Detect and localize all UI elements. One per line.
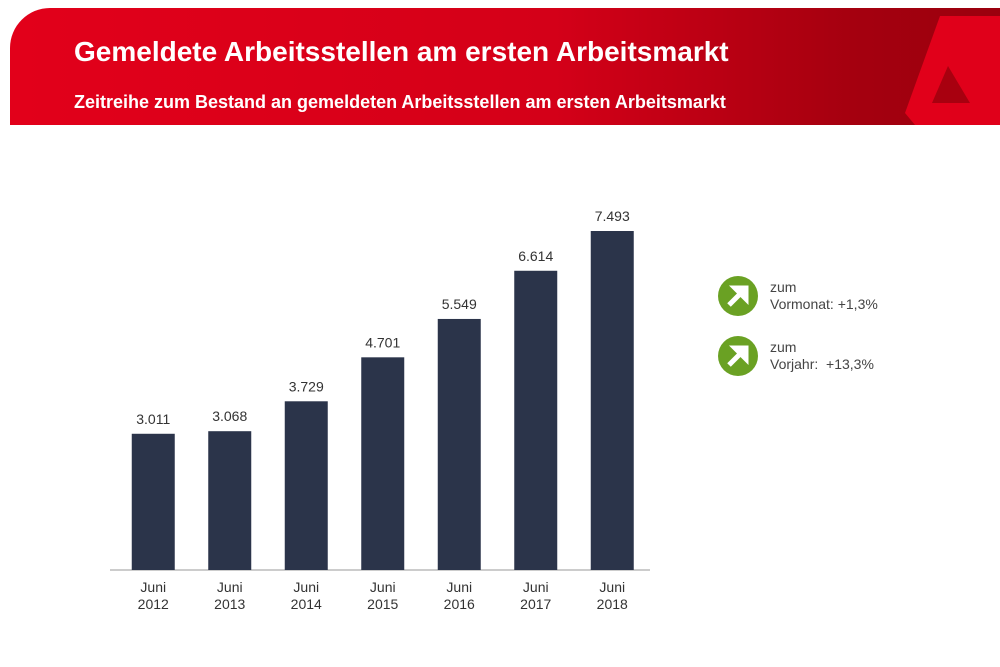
indicator-line1: zum — [770, 339, 797, 355]
data-label: 7.493 — [595, 208, 630, 224]
x-tick-label: Juni — [599, 579, 625, 595]
bar — [131, 433, 175, 570]
x-tick-label: 2013 — [214, 596, 245, 612]
page-title: Gemeldete Arbeitsstellen am ersten Arbei… — [74, 36, 729, 67]
arrow-up-right-icon — [718, 336, 758, 376]
indicator-line1: zum — [770, 279, 797, 295]
header-banner: Gemeldete Arbeitsstellen am ersten Arbei… — [10, 8, 1000, 125]
data-label: 3.068 — [212, 408, 247, 424]
x-tick-label: 2018 — [597, 596, 628, 612]
indicator-vormonat: zum Vormonat: +1,3% — [718, 276, 878, 316]
bar — [361, 357, 405, 570]
x-tick-label: Juni — [523, 579, 549, 595]
x-tick-label: 2017 — [520, 596, 551, 612]
bar — [284, 401, 328, 570]
indicator-value: +1,3% — [837, 296, 878, 312]
x-tick-label: 2016 — [444, 596, 475, 612]
ba-logo-icon — [905, 16, 1000, 125]
x-tick-label: 2015 — [367, 596, 398, 612]
indicator-vorjahr: zum Vorjahr: +13,3% — [718, 336, 874, 376]
x-tick-label: Juni — [446, 579, 472, 595]
data-label: 6.614 — [518, 248, 553, 264]
x-tick-label: Juni — [140, 579, 166, 595]
x-tick-label: Juni — [293, 579, 319, 595]
data-label: 4.701 — [365, 334, 400, 350]
indicator-label: Vorjahr: — [770, 356, 819, 372]
arrow-up-right-icon — [718, 276, 758, 316]
data-label: 3.011 — [136, 411, 170, 427]
indicator-value: +13,3% — [826, 356, 874, 372]
indicator-label: Vormonat: — [770, 296, 834, 312]
bar — [208, 431, 252, 570]
bar — [514, 270, 558, 570]
data-label: 5.549 — [442, 296, 477, 312]
x-tick-label: Juni — [370, 579, 396, 595]
bar — [437, 318, 481, 570]
bar — [590, 231, 634, 570]
x-tick-label: 2014 — [291, 596, 322, 612]
data-label: 3.729 — [289, 378, 324, 394]
page-subtitle: Zeitreihe zum Bestand an gemeldeten Arbe… — [74, 92, 726, 112]
x-tick-label: 2012 — [138, 596, 169, 612]
x-tick-label: Juni — [217, 579, 243, 595]
